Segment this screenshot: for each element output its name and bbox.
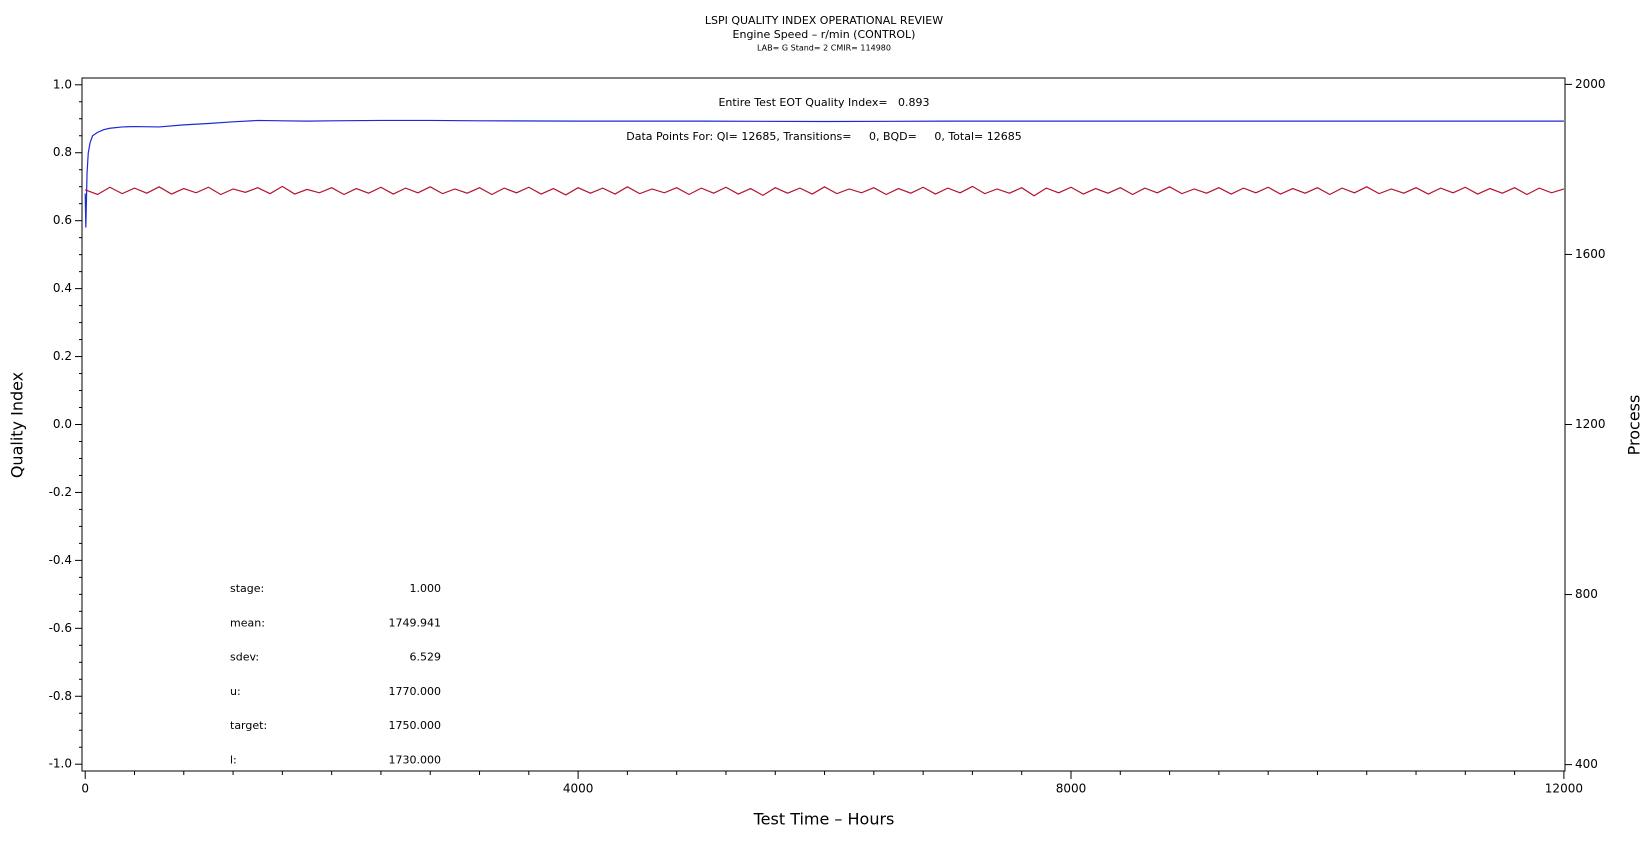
- y-tick-label: -0.2: [49, 485, 72, 499]
- y-tick-label: 0.2: [53, 349, 72, 363]
- annotation: Entire Test EOT Quality Index= 0.893: [718, 96, 929, 109]
- x-tick-label: 4000: [563, 782, 594, 796]
- y-tick-label: 0.6: [53, 213, 72, 227]
- stat-label: target:: [230, 719, 267, 732]
- stat-value: 1770.000: [389, 685, 442, 698]
- chart-title: LSPI QUALITY INDEX OPERATIONAL REVIEW: [705, 14, 943, 27]
- y2-tick-label: 2000: [1575, 77, 1606, 91]
- stat-value: 1750.000: [389, 719, 442, 732]
- x-tick-label: 12000: [1545, 782, 1583, 796]
- y2-tick-label: 400: [1575, 757, 1598, 771]
- stat-label: u:: [230, 685, 241, 698]
- y-tick-label: -1.0: [49, 757, 72, 771]
- chart-subtitle: Engine Speed – r/min (CONTROL): [733, 28, 916, 41]
- y-tick-label: 1.0: [53, 77, 72, 91]
- annotation: Data Points For: QI= 12685, Transitions=…: [626, 130, 1021, 143]
- data-line: [84, 119, 1564, 228]
- y2-axis-label: Process: [1625, 395, 1644, 456]
- y-tick-label: -0.8: [49, 689, 72, 703]
- x-axis-label: Test Time – Hours: [753, 810, 895, 829]
- stat-label: l:: [230, 754, 237, 767]
- y2-tick-label: 1200: [1575, 417, 1606, 431]
- stat-value: 1730.000: [389, 754, 442, 767]
- y-axis-label: Quality Index: [8, 372, 27, 478]
- x-tick-label: 0: [81, 782, 89, 796]
- stat-label: sdev:: [230, 651, 259, 664]
- data-line: [84, 185, 1565, 197]
- y-tick-label: 0.0: [53, 417, 72, 431]
- plot-frame: [81, 77, 1566, 772]
- stat-label: stage:: [230, 582, 264, 595]
- chart-subtitle: LAB= G Stand= 2 CMIR= 114980: [757, 44, 891, 53]
- y-tick-label: 0.8: [53, 145, 72, 159]
- y-tick-label: -0.4: [49, 553, 72, 567]
- x-tick-label: 8000: [1056, 782, 1087, 796]
- y2-tick-label: 800: [1575, 587, 1598, 601]
- stat-value: 1.000: [410, 582, 442, 595]
- stat-value: 6.529: [410, 651, 442, 664]
- stat-value: 1749.941: [389, 616, 442, 629]
- stat-label: mean:: [230, 616, 265, 629]
- y-tick-label: 0.4: [53, 281, 72, 295]
- y-tick-label: -0.6: [49, 621, 72, 635]
- y2-tick-label: 1600: [1575, 247, 1606, 261]
